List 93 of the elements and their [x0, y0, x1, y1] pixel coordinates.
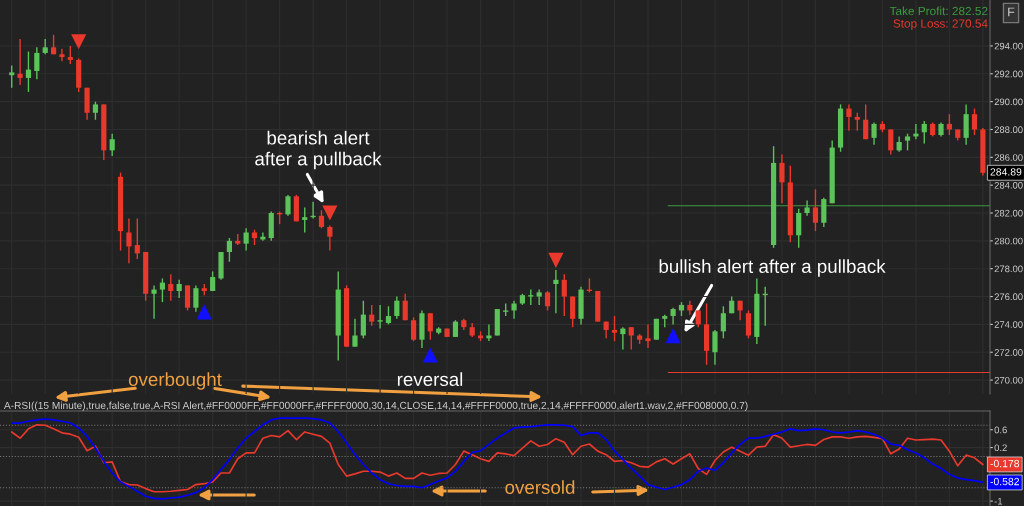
candlestick — [871, 121, 877, 146]
candlestick — [193, 284, 199, 313]
point — [71, 34, 87, 50]
candlestick — [151, 284, 157, 320]
ref-line-label: Stop Loss: 270.54 — [893, 19, 988, 30]
annotation: bearish alert after a pullback — [255, 130, 382, 170]
candlestick — [821, 197, 827, 228]
point — [548, 252, 564, 268]
annotation: oversold — [505, 480, 575, 495]
text: F — [1008, 7, 1015, 17]
candlestick — [34, 46, 40, 81]
candlestick — [159, 277, 166, 303]
candlestick — [385, 305, 392, 326]
point — [196, 304, 212, 320]
candlestick — [226, 237, 232, 263]
y-tick-label: 0.6 — [994, 426, 1007, 434]
candlestick — [360, 300, 366, 340]
candlestick — [921, 120, 927, 145]
candlestick — [92, 100, 99, 121]
candlestick — [243, 227, 249, 252]
y-tick-label: 0.2 — [994, 444, 1007, 452]
annotation: -0.582 — [990, 477, 1020, 486]
y-tick-label: 284.00 — [994, 181, 1023, 189]
candlestick — [327, 224, 333, 252]
candlestick — [888, 128, 894, 156]
y-tick-label: 282.00 — [994, 209, 1023, 217]
candlestick — [779, 153, 785, 204]
candlestick — [25, 50, 32, 93]
candlestick — [410, 316, 417, 342]
y-tick-label: 288.00 — [994, 126, 1023, 133]
candlestick — [812, 188, 819, 232]
point — [665, 327, 681, 344]
candlestick — [645, 323, 651, 349]
line-series — [10, 417, 984, 500]
candlestick — [611, 315, 618, 342]
candlestick — [536, 288, 542, 306]
candlestick — [285, 194, 291, 217]
candlestick — [561, 273, 567, 317]
candlestick — [59, 48, 65, 62]
candlestick — [9, 64, 15, 89]
y-tick-label: -1 — [994, 498, 1003, 505]
y-tick-label: 280.00 — [994, 237, 1023, 245]
ref-line-label: Take Profit: 282.52 — [889, 6, 988, 16]
candlestick — [971, 107, 978, 136]
candlestick — [854, 112, 860, 132]
y-tick-label: 290.00 — [994, 98, 1023, 106]
point — [422, 347, 438, 363]
annotation: -0.178 — [990, 459, 1020, 468]
candlestick — [427, 312, 433, 341]
candlestick — [17, 38, 23, 86]
point — [322, 205, 338, 221]
candlestick — [168, 273, 174, 302]
candlestick — [176, 279, 182, 299]
candlestick — [369, 304, 375, 327]
candlestick — [553, 269, 559, 314]
y-tick-label: 274.00 — [994, 321, 1023, 328]
candlestick — [796, 208, 802, 249]
annotation: overbought — [128, 372, 222, 390]
candlestick — [210, 270, 216, 292]
annotation: reversal — [397, 372, 463, 387]
candlestick — [544, 290, 551, 312]
y-tick-label: 276.00 — [994, 293, 1023, 301]
candlestick — [863, 103, 869, 140]
annotation: 284.89 — [990, 168, 1022, 176]
candlestick — [184, 284, 191, 312]
candlestick — [134, 217, 140, 260]
candlestick — [846, 103, 852, 132]
candlestick — [745, 309, 752, 340]
y-tick-label: 294.00 — [994, 42, 1023, 50]
candlestick — [318, 209, 325, 230]
candlestick — [67, 45, 73, 65]
candlestick — [570, 295, 576, 328]
candlestick — [394, 295, 400, 320]
candlestick — [302, 206, 308, 234]
y-tick-label: 272.00 — [994, 349, 1023, 356]
candlestick — [963, 103, 969, 146]
candlestick — [720, 305, 726, 340]
y-tick-label: 292.00 — [994, 70, 1023, 78]
y-tick-label: 270.00 — [994, 376, 1023, 384]
candlestick — [109, 132, 115, 157]
line-series — [10, 423, 984, 493]
chart-title: A-RSI((15 Minute),true,false,true,A-RSI Alert,#FF0000FF,#FF0000FF,#FFFF0000,30,14,CLOSE,14,14,#FFFF0000,true,2,14,#FFFF0000,alert1.wav,2,#FF008000,0.7) — [3, 401, 748, 411]
candlestick — [352, 318, 358, 348]
candlestick — [712, 329, 718, 366]
candlestick — [628, 326, 634, 351]
candlestick — [804, 199, 810, 217]
y-tick-label: 278.00 — [994, 265, 1023, 273]
candlestick — [126, 217, 132, 264]
y-tick-label: 286.00 — [994, 154, 1023, 161]
candlestick — [377, 304, 383, 330]
candlestick — [511, 300, 517, 320]
annotation: bullish alert after a pullback — [659, 259, 886, 277]
candlestick — [402, 293, 408, 321]
